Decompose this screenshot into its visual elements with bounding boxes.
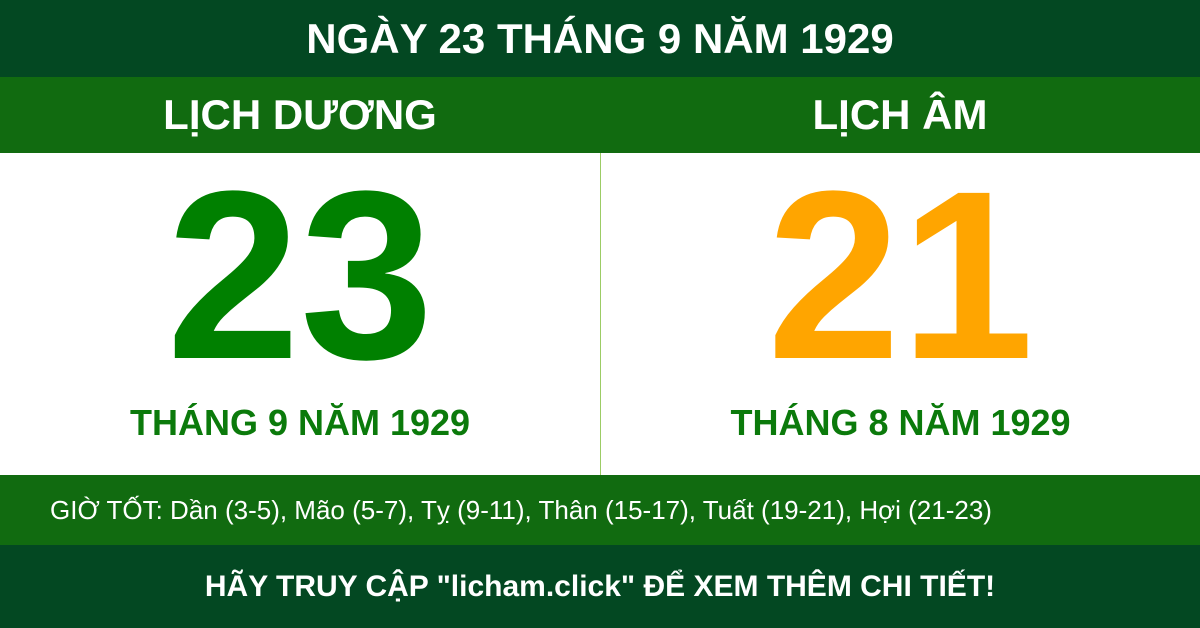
lunar-month-year: THÁNG 8 NĂM 1929 [730, 402, 1071, 443]
lunar-calendar-label: LỊCH ÂM [812, 91, 988, 138]
solar-calendar-label: LỊCH DƯƠNG [163, 91, 437, 138]
lunar-panel: 21 THÁNG 8 NĂM 1929 [600, 153, 1200, 475]
good-hours: GIỜ TỐT: Dần (3-5), Mão (5-7), Tỵ (9-11)… [0, 475, 1200, 545]
solar-panel: 23 THÁNG 9 NĂM 1929 [0, 153, 600, 475]
solar-month-year: THÁNG 9 NĂM 1929 [129, 402, 471, 443]
lunar-day: 21 [767, 153, 1034, 409]
solar-day: 23 [166, 153, 434, 409]
page-title: NGÀY 23 THÁNG 9 NĂM 1929 [0, 0, 1200, 77]
footer-cta: HÃY TRUY CẬP "licham.click" ĐỂ XEM THÊM … [0, 545, 1200, 628]
calendar-headers: LỊCH DƯƠNG LỊCH ÂM [0, 77, 1200, 153]
